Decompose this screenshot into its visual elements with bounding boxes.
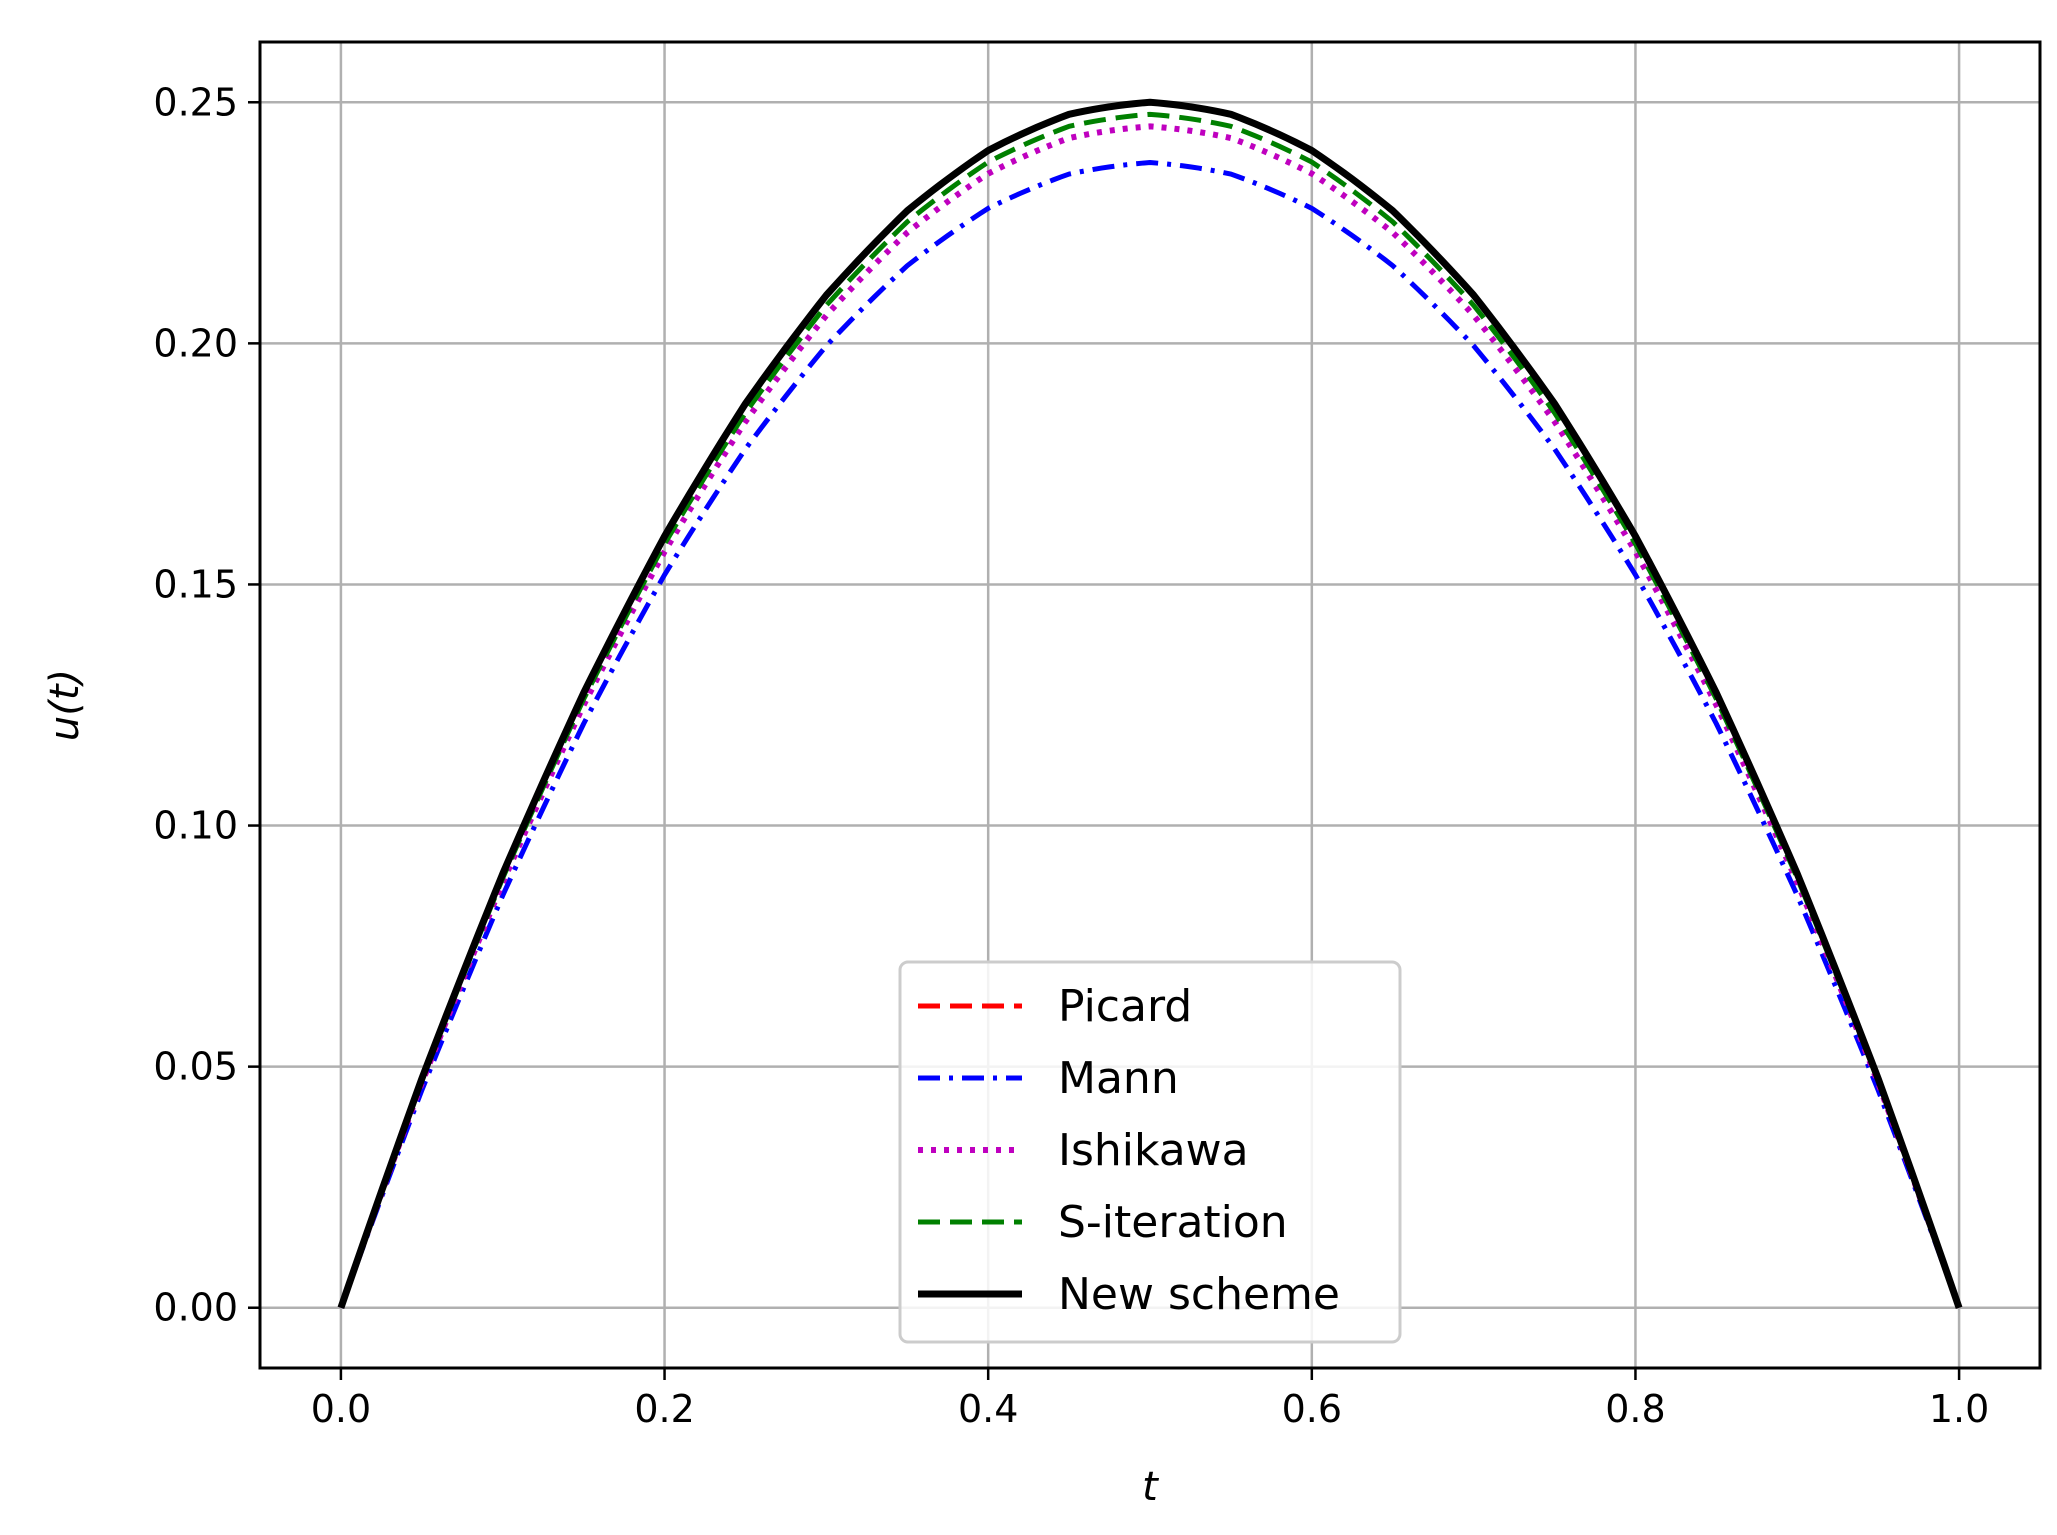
x-tick-label: 0.2 (634, 1387, 694, 1431)
y-tick-label: 0.10 (153, 804, 238, 848)
x-tick-label: 0.0 (311, 1387, 371, 1431)
legend-entry: Ishikawa (1058, 1125, 1249, 1176)
plot-frame (258, 40, 2042, 1370)
y-axis-ticks: 0.00 0.05 0.10 0.15 0.20 0.25 (153, 80, 260, 1330)
y-tick-label: 0.15 (153, 562, 238, 606)
legend-entry: New scheme (1058, 1269, 1340, 1320)
series-lines (337, 98, 1963, 1309)
legend-entry: S-iteration (1058, 1197, 1288, 1248)
series-line-1 (338, 160, 1962, 1309)
legend-box (898, 960, 1402, 1344)
y-tick-label: 0.25 (153, 80, 238, 124)
grid-lines (260, 42, 2040, 1368)
series-line-4 (337, 98, 1963, 1309)
x-tick-label: 0.4 (958, 1387, 1018, 1431)
x-axis-ticks: 0.0 0.2 0.4 0.6 0.8 1.0 (311, 1368, 1989, 1431)
x-tick-label: 0.6 (1282, 1387, 1342, 1431)
x-tick-label: 0.8 (1605, 1387, 1665, 1431)
y-tick-label: 0.00 (153, 1286, 238, 1330)
legend-entry: Mann (1058, 1053, 1179, 1104)
x-axis-label: t (1142, 1464, 1159, 1510)
x-tick-label: 1.0 (1929, 1387, 1989, 1431)
series-line-2 (338, 123, 1962, 1309)
legend-entry: Picard (1058, 981, 1192, 1032)
y-tick-label: 0.20 (153, 321, 238, 365)
y-axis-label: u(t) (42, 669, 88, 741)
legend: Picard Mann Ishikawa S-iteration New scheme (898, 960, 1402, 1344)
y-tick-label: 0.05 (153, 1045, 238, 1089)
